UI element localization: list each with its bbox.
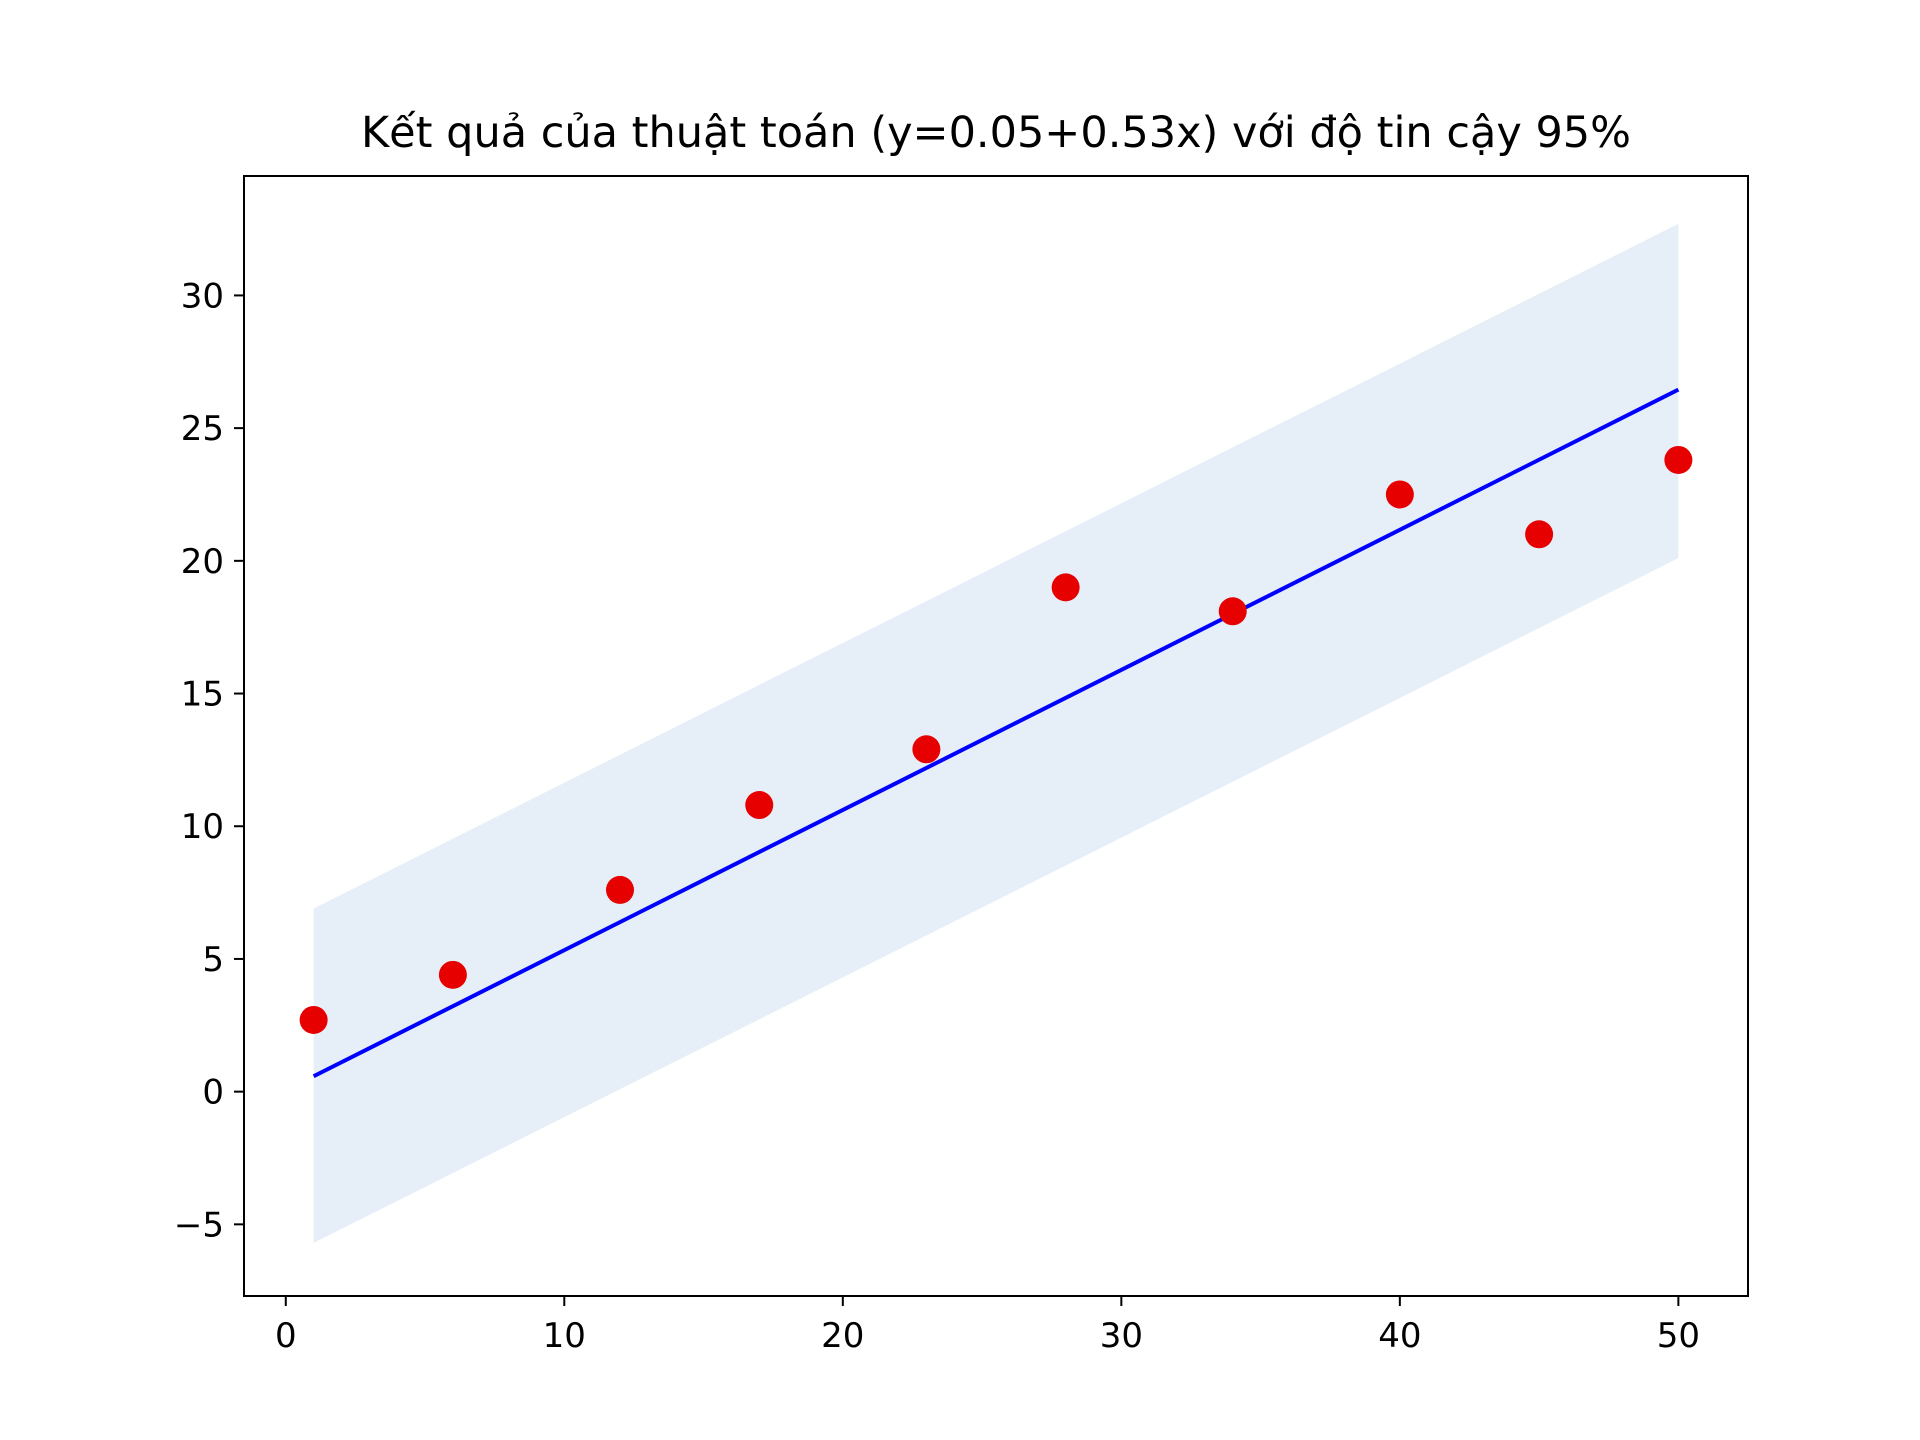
data-point — [1051, 573, 1080, 602]
x-tick-label: 20 — [821, 1316, 864, 1356]
y-tick-label: 5 — [202, 940, 224, 980]
y-tick-label: 0 — [202, 1073, 224, 1113]
axes-frame — [243, 175, 1749, 1297]
chart-title: Kết quả của thuật toán (y=0.05+0.53x) vớ… — [361, 108, 1631, 158]
data-point — [438, 960, 467, 989]
x-tick-label: 50 — [1657, 1316, 1700, 1356]
x-tick-label: 0 — [275, 1316, 297, 1356]
data-point — [299, 1005, 328, 1034]
data-point — [1525, 520, 1554, 549]
x-axis: 0 10 20 30 40 50 — [275, 1296, 1700, 1356]
x-tick-label: 30 — [1100, 1316, 1143, 1356]
data-point — [912, 735, 941, 764]
data-point — [1385, 480, 1414, 509]
regression-line — [312, 387, 1680, 1079]
y-tick-label: 25 — [181, 409, 224, 449]
data-point — [1664, 445, 1693, 474]
data-point — [745, 791, 774, 820]
data-point — [606, 875, 634, 904]
y-tick-label: 20 — [181, 542, 224, 582]
x-tick-label: 40 — [1378, 1316, 1421, 1356]
y-tick-label: 10 — [181, 807, 224, 847]
data-point — [1218, 597, 1247, 626]
plot-area — [299, 223, 1693, 1243]
y-tick-label: −5 — [174, 1205, 224, 1245]
y-tick-label: 15 — [181, 675, 224, 715]
x-tick-label: 10 — [543, 1316, 586, 1356]
y-axis: −5 0 5 10 15 20 25 30 — [174, 276, 244, 1245]
y-tick-label: 30 — [181, 276, 224, 316]
